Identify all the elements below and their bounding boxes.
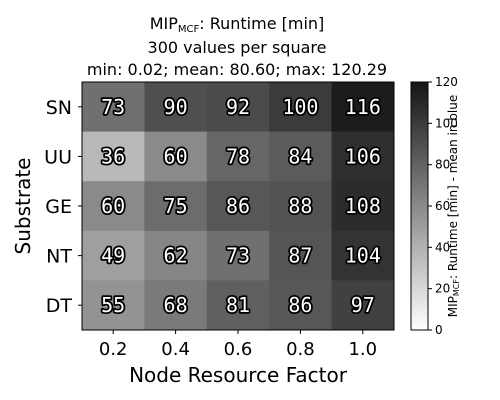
heatmap-cell — [331, 230, 395, 281]
heatmap-cell — [269, 280, 333, 331]
chart-subtitle-stats: min: 0.02; mean: 80.60; max: 120.29 — [86, 60, 388, 79]
cell-value-label: 55 — [101, 293, 125, 317]
cell-value-label: 97 — [351, 293, 375, 317]
y-tick-label: NT — [46, 246, 72, 268]
colorbar-tick-label: 40 — [435, 240, 450, 254]
heatmap-cell — [82, 131, 145, 182]
cell-value-label: 62 — [164, 244, 188, 268]
cell-value-label: 78 — [226, 144, 250, 168]
heatmap-cell — [269, 230, 333, 281]
heatmap-cell — [331, 131, 395, 182]
heatmap-cell — [144, 131, 208, 182]
x-tick-label: 0.8 — [286, 339, 315, 360]
title-suffix: : Runtime [min] — [199, 14, 325, 33]
heatmap-cell — [331, 82, 395, 133]
title-main: MIP — [149, 14, 178, 33]
x-axis-label: Node Resource Factor — [129, 363, 348, 387]
cell-value-label: 106 — [345, 144, 381, 168]
y-tick-label: DT — [46, 295, 73, 317]
cell-value-label: 75 — [164, 194, 188, 218]
cell-value-label: 92 — [226, 95, 250, 119]
heatmap-cell — [206, 280, 270, 331]
x-tick-label: 0.2 — [99, 339, 128, 360]
cell-value-label: 87 — [288, 244, 312, 268]
y-tick-label: GE — [45, 196, 72, 218]
heatmap-cell — [206, 131, 270, 182]
colorbar-label: MIPMCF: Runtime [min] - mean in blue — [446, 76, 461, 336]
heatmap-cell — [331, 280, 395, 331]
cell-value-label: 104 — [345, 244, 381, 268]
colorbar-label-suffix: : Runtime [min] - mean in blue — [446, 94, 460, 280]
x-tick-label: 0.4 — [161, 339, 190, 360]
colorbar-tick-label: 120 — [435, 75, 458, 89]
cell-value-label: 60 — [101, 194, 125, 218]
heatmap-cell — [206, 230, 270, 281]
y-axis-label: Substrate — [11, 158, 35, 255]
heatmap-cell — [144, 280, 208, 331]
heatmap-cell — [82, 82, 145, 133]
heatmap-cell — [144, 181, 208, 232]
cell-value-label: 84 — [288, 144, 312, 168]
chart-title: MIPMCF: Runtime [min] — [80, 14, 394, 35]
cell-value-label: 60 — [164, 144, 188, 168]
cell-value-label: 86 — [288, 293, 312, 317]
title-subscript: MCF — [177, 24, 200, 35]
heatmap-cell — [82, 181, 145, 232]
cell-value-label: 68 — [164, 293, 188, 317]
cell-value-label: 36 — [101, 144, 125, 168]
cell-value-label: 73 — [226, 244, 250, 268]
cell-value-label: 49 — [101, 244, 125, 268]
heatmap-cell — [144, 82, 208, 133]
colorbar-tick-label: 0 — [435, 323, 443, 337]
x-tick-label: 1.0 — [348, 339, 377, 360]
heatmap-cell — [206, 181, 270, 232]
heatmap-cell — [269, 181, 333, 232]
colorbar-tick-label: 100 — [435, 116, 458, 130]
cell-value-label: 88 — [288, 194, 312, 218]
colorbar-label-prefix: MIP — [446, 296, 460, 318]
cell-value-label: 73 — [101, 95, 125, 119]
heatmap-cell — [144, 230, 208, 281]
cell-value-label: 81 — [226, 293, 250, 317]
heatmap-cell — [82, 230, 145, 281]
heatmap-cell — [269, 82, 333, 133]
cell-value-label: 116 — [345, 95, 381, 119]
colorbar-tick-label: 80 — [435, 158, 450, 172]
cell-value-label: 108 — [345, 194, 381, 218]
cell-value-label: 100 — [282, 95, 318, 119]
colorbar-tick-label: 20 — [435, 282, 450, 296]
heatmap-cell — [82, 280, 145, 331]
heatmap-cell — [269, 131, 333, 182]
heatmap-cell — [206, 82, 270, 133]
colorbar-tick-label: 60 — [435, 199, 450, 213]
cell-value-label: 90 — [164, 95, 188, 119]
cell-value-label: 86 — [226, 194, 250, 218]
heatmap-cell — [331, 181, 395, 232]
colorbar — [410, 81, 429, 331]
y-tick-label: SN — [46, 97, 72, 119]
x-tick-label: 0.6 — [224, 339, 253, 360]
y-tick-label: UU — [44, 146, 72, 168]
colorbar-label-subscript: MCF — [452, 279, 461, 297]
chart-subtitle-count: 300 values per square — [147, 38, 327, 57]
